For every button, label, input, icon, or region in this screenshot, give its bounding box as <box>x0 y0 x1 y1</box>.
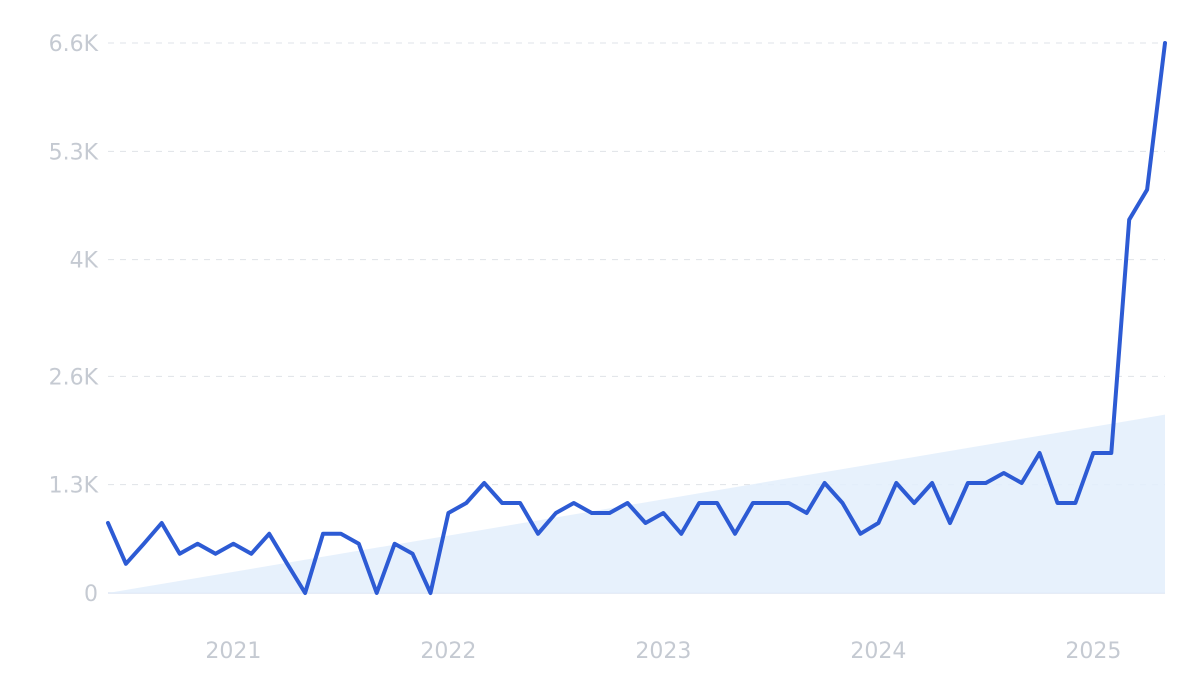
x-axis-ticks: 2021 2022 2023 2024 2025 <box>205 639 1121 664</box>
trend-area-layer <box>108 414 1165 593</box>
x-tick-label: 2021 <box>205 639 261 664</box>
x-tick-label: 2025 <box>1065 639 1121 664</box>
y-axis-ticks: 0 1.3K 2.6K 4K 5.3K 6.6K <box>49 32 99 607</box>
series-layer <box>106 41 1167 595</box>
y-tick-label: 2.6K <box>49 365 99 390</box>
x-tick-label: 2024 <box>850 639 906 664</box>
y-tick-label: 4K <box>70 249 99 274</box>
x-tick-label: 2022 <box>420 639 476 664</box>
x-tick-label: 2023 <box>635 639 691 664</box>
y-tick-label: 1.3K <box>49 474 99 499</box>
trend-area <box>108 414 1165 593</box>
y-tick-label: 5.3K <box>49 140 99 165</box>
y-tick-label: 0 <box>84 582 98 607</box>
y-tick-label: 6.6K <box>49 32 99 57</box>
series-line <box>106 41 1167 595</box>
